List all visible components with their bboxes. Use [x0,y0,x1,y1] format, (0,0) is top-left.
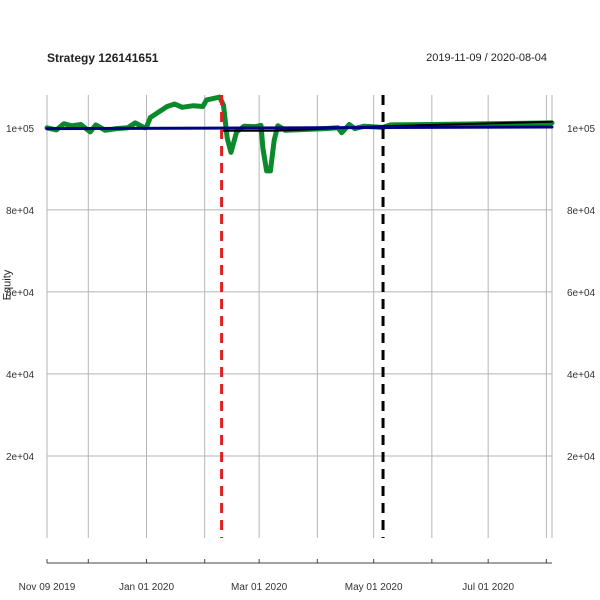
y-tick-label-left: 6e+04 [6,288,35,299]
y-tick-label-right: 6e+04 [567,288,596,299]
chart-title: Strategy 126141651 [47,51,159,65]
y-tick-label-right: 4e+04 [567,370,596,381]
x-tick-label: Jan 01 2020 [119,582,174,593]
y-tick-label-right: 1e+05 [567,124,596,135]
x-tick-label: Nov 09 2019 [19,582,76,593]
x-tick-label: Mar 01 2020 [231,582,288,593]
y-tick-label-left: 1e+05 [6,124,35,135]
y-tick-label-left: 8e+04 [6,206,35,217]
baseline-line [45,125,554,131]
y-tick-label-left: 4e+04 [6,370,35,381]
equity-line [44,94,555,174]
x-tick-label: Jul 01 2020 [462,582,514,593]
date-range-label: 2019-11-09 / 2020-08-04 [426,52,547,64]
y-tick-label-left: 2e+04 [6,452,35,463]
x-tick-label: May 01 2020 [345,582,403,593]
y-tick-label-right: 2e+04 [567,452,596,463]
y-tick-label-right: 8e+04 [567,206,596,217]
